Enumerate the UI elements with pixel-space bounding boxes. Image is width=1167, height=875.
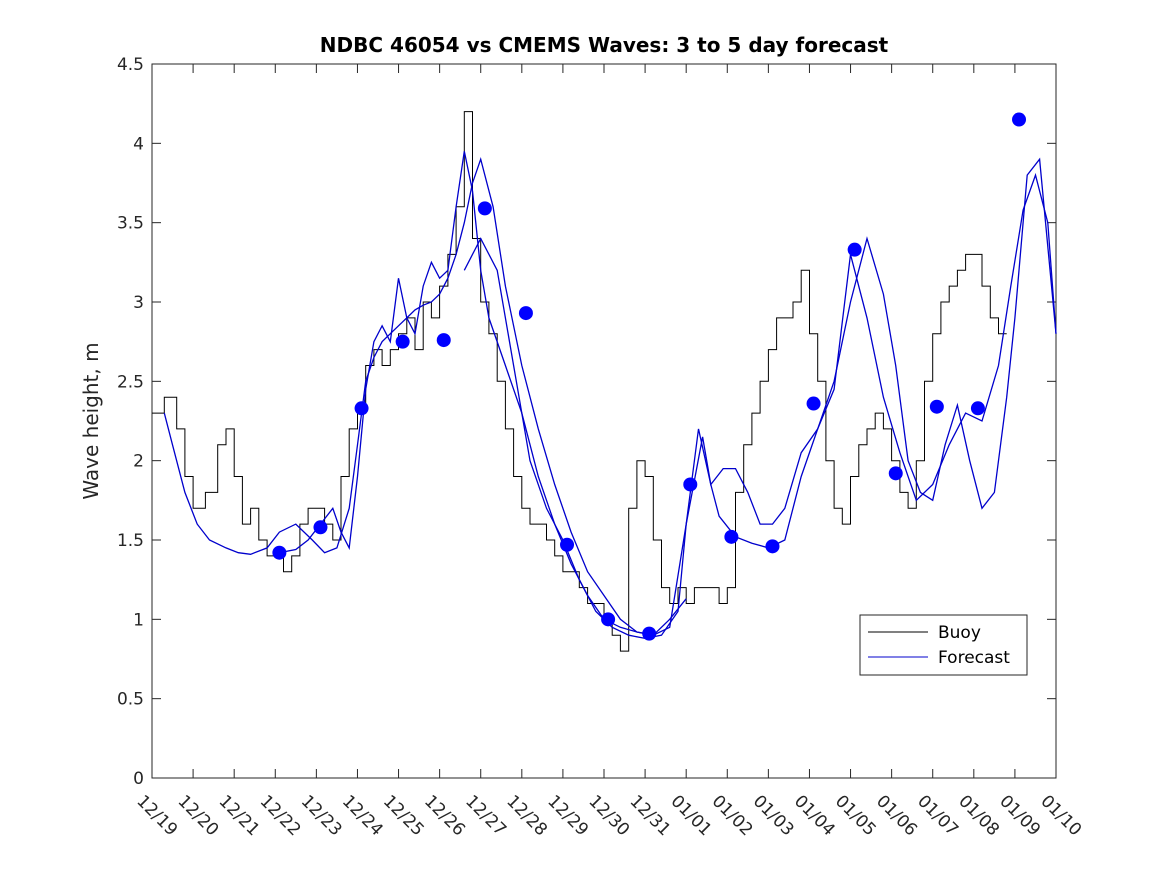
chart-title: NDBC 46054 vs CMEMS Waves: 3 to 5 day fo… (320, 33, 889, 57)
forecast-line-3 (463, 172, 1057, 640)
y-tick-label: 4.5 (117, 55, 144, 75)
forecast-marker (765, 539, 780, 554)
y-tick-label: 0 (133, 769, 144, 789)
forecast-marker (313, 520, 328, 535)
y-axis-label: Wave height, m (79, 342, 103, 499)
forecast-marker (436, 333, 451, 348)
forecast-marker (724, 529, 739, 544)
forecast-marker (354, 401, 369, 416)
forecast-marker (1012, 112, 1027, 127)
series-layer (152, 111, 1057, 652)
forecast-marker (272, 545, 287, 560)
forecast-marker (970, 401, 985, 416)
forecast-line-1 (163, 156, 687, 636)
y-tick-label: 4 (133, 134, 144, 154)
forecast-marker (518, 306, 533, 321)
forecast-marker (560, 537, 575, 552)
y-tick-label: 1.5 (117, 531, 144, 551)
forecast-marker (683, 477, 698, 492)
forecast-marker (395, 334, 410, 349)
y-axis: 0 0.5 1 1.5 2 2.5 3 3.5 4 4.5 (117, 55, 1056, 789)
y-tick-label: 3.5 (117, 214, 144, 234)
forecast-marker (642, 626, 657, 641)
y-tick-label: 3 (133, 293, 144, 313)
forecast-marker (601, 612, 616, 627)
y-tick-label: 2.5 (117, 372, 144, 392)
legend: Buoy Forecast (859, 614, 1028, 676)
forecast-marker (477, 201, 492, 216)
forecast-marker (929, 399, 944, 414)
y-tick-label: 2 (133, 452, 144, 472)
plot-area: 12/1912/2012/2112/2212/2312/2412/2512/26… (117, 55, 1085, 840)
marker-layer (272, 112, 1027, 641)
forecast-line-2 (279, 151, 1057, 636)
forecast-marker (847, 242, 862, 257)
buoy-line (152, 111, 1007, 652)
legend-forecast-label: Forecast (938, 648, 1010, 668)
y-tick-label: 0.5 (117, 690, 144, 710)
forecast-marker (806, 396, 821, 411)
legend-box (859, 614, 1028, 676)
legend-buoy-label: Buoy (938, 623, 981, 643)
forecast-marker (888, 466, 903, 481)
y-tick-label: 1 (133, 610, 144, 630)
